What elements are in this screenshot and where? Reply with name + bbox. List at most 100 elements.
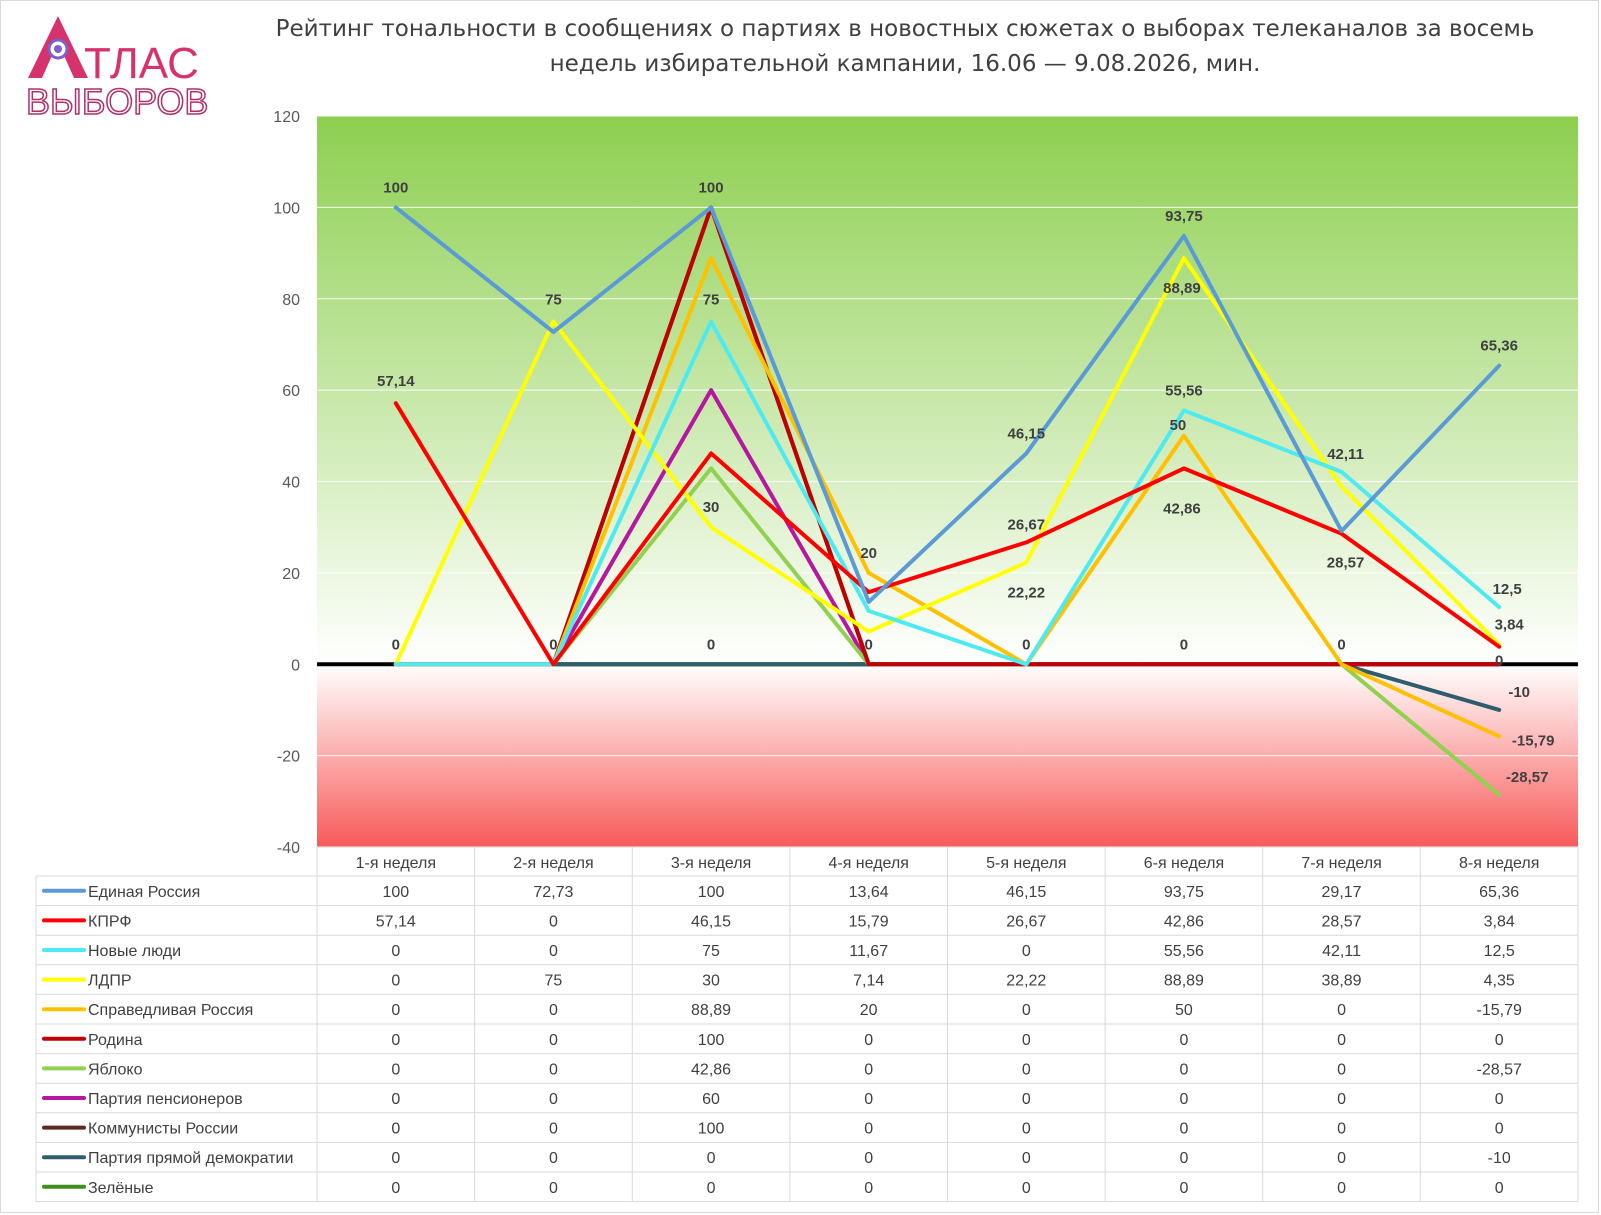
data-label: 0 [1337,636,1345,653]
table-cell-value: 42,11 [1322,943,1361,960]
table-cell-value: 0 [1179,1121,1188,1138]
logo-a-mark [28,16,88,78]
table-cell-value: 0 [549,1150,558,1167]
data-label: 88,89 [1163,280,1201,297]
table-cell-value: 46,15 [1006,884,1046,901]
table-cell-value: -15,79 [1477,1002,1522,1019]
table-cell-value: 0 [1022,1091,1031,1108]
data-label: 50 [1170,417,1187,434]
series-line [393,256,1502,739]
data-label: 12,5 [1493,581,1522,598]
table-cell-value: 0 [864,1032,873,1049]
table-cell-value: 22,22 [1006,973,1046,990]
legend-series-name: Зелёные [88,1180,154,1197]
x-category-label: 5-я неделя [986,855,1066,872]
table-cell-value: 0 [1179,1032,1188,1049]
table-cell-value: 55,56 [1164,943,1204,960]
table-cell-value: 13,64 [849,884,889,901]
data-label: 0 [392,636,400,653]
table-cell-value: 0 [1179,1180,1188,1197]
x-category-label: 7-я неделя [1301,855,1381,872]
table-cell-value: -10 [1488,1150,1511,1167]
table-cell-value: 0 [1337,1091,1346,1108]
legend-series-name: КПРФ [88,913,131,930]
data-label: 26,67 [1008,516,1046,533]
table-cell-value: 30 [702,973,720,990]
table-cell-value: 42,86 [1164,913,1204,930]
atlas-vyborov-logo: ТЛАС ВЫБОРОВ [25,16,209,122]
legend-series-name: Коммунисты России [88,1121,238,1138]
data-label: 0 [1495,652,1503,669]
table-cell-value: 0 [1022,1121,1031,1138]
table-cell-value: 0 [391,1061,400,1078]
x-category-label: 1-я неделя [356,855,436,872]
table-cell-value: 0 [1337,1121,1346,1138]
data-label: 42,11 [1327,446,1364,463]
table-cell-value: 7,14 [853,973,884,990]
table-cell-value: 26,67 [1006,913,1046,930]
data-label: 75 [545,292,562,309]
table-cell-value: 20 [860,1002,878,1019]
table-cell-value: 0 [864,1121,873,1138]
table-cell-value: 72,73 [533,884,573,901]
table-cell-value: 3,84 [1484,913,1515,930]
y-tick-label: -40 [277,840,300,857]
y-tick-label: 120 [273,109,300,126]
table-cell-value: 0 [1337,1002,1346,1019]
table-cell-value: 0 [1022,1061,1031,1078]
table-cell-value: 38,89 [1322,973,1362,990]
table-cell-value: 0 [864,1061,873,1078]
data-label: 0 [1180,636,1188,653]
data-label: 30 [703,499,720,516]
table-cell-value: 0 [549,1032,558,1049]
table-cell-value: 100 [698,1121,725,1138]
table-cell-value: 0 [549,1061,558,1078]
series-line [393,401,1502,667]
table-cell-value: 15,79 [849,913,889,930]
logo-line1: ТЛАС [84,39,199,88]
data-label: 100 [699,179,724,196]
table-cell-value: 0 [1179,1091,1188,1108]
data-label: 75 [703,292,720,309]
data-label: -28,57 [1506,769,1549,786]
data-label: -10 [1508,684,1530,701]
table-cell-value: 0 [1495,1091,1504,1108]
y-tick-label: 60 [282,383,300,400]
y-tick-label: 100 [273,200,300,217]
table-cell-value: 75 [545,973,563,990]
data-label: -15,79 [1512,732,1555,749]
series-line [393,205,1502,604]
table-cell-value: 0 [549,913,558,930]
table-cell-value: 11,67 [849,943,888,960]
legend-series-name: Единая Россия [88,884,200,901]
data-label: 22,22 [1008,585,1046,602]
table-cell-value: 0 [1495,1180,1504,1197]
table-cell-value: 88,89 [691,1002,731,1019]
table-cell-value: 4,35 [1484,973,1515,990]
data-label: 0 [707,636,715,653]
data-label: 28,57 [1327,555,1365,572]
table-cell-value: 60 [702,1091,720,1108]
series-line [393,256,1502,667]
x-category-label: 2-я неделя [513,855,593,872]
table-cell-value: 93,75 [1164,884,1204,901]
table-cell-value: 88,89 [1164,973,1204,990]
table-cell-value: 100 [698,884,725,901]
series-line [393,205,1502,667]
data-label: 42,86 [1163,500,1201,517]
table-cell-value: 0 [391,1091,400,1108]
data-label: 57,14 [377,373,415,390]
data-label: 100 [383,179,408,196]
table-cell-value: 0 [1022,1032,1031,1049]
data-label: 0 [865,636,873,653]
legend-series-name: Партия пенсионеров [88,1091,243,1108]
table-cell-value: 0 [391,1002,400,1019]
legend-series-name: Новые люди [88,943,181,960]
table-cell-value: 0 [1337,1150,1346,1167]
x-category-label: 6-я неделя [1144,855,1224,872]
table-cell-value: 100 [698,1032,725,1049]
table-cell-value: 57,14 [376,913,416,930]
table-cell-value: 0 [1022,1180,1031,1197]
table-cell-value: 0 [391,943,400,960]
